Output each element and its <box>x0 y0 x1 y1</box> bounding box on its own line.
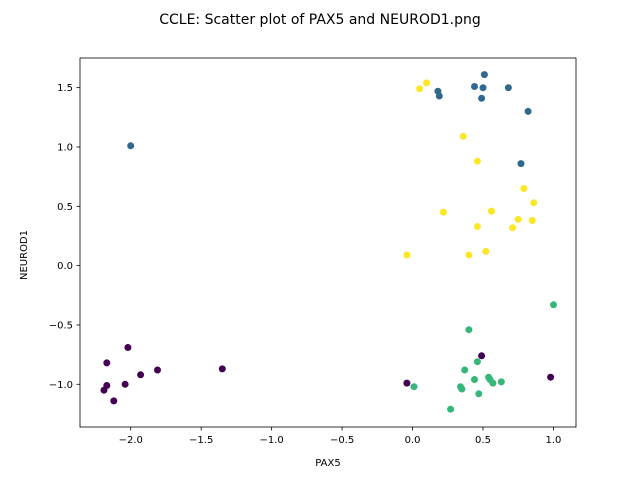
data-point <box>127 142 135 150</box>
y-axis: −1.0 −0.5 0.0 0.5 1.0 1.5 <box>49 83 80 391</box>
data-point <box>137 371 145 379</box>
data-point <box>403 251 411 259</box>
data-point <box>509 224 517 232</box>
x-axis: −2.0 −1.5 −1.0 −0.5 0.0 0.5 1.0 <box>119 427 562 446</box>
data-point <box>514 215 522 223</box>
x-tick-label: 0.0 <box>405 435 421 446</box>
data-point <box>479 84 487 92</box>
data-point <box>423 79 431 87</box>
data-point <box>471 83 478 90</box>
y-tick-label: 0.5 <box>57 202 73 213</box>
axes-frame <box>79 57 577 428</box>
data-point <box>154 366 161 374</box>
data-point <box>410 383 418 391</box>
data-point <box>473 358 481 366</box>
data-point <box>465 326 473 334</box>
data-point <box>489 379 497 387</box>
x-axis-label: PAX5 <box>315 458 340 469</box>
data-point <box>459 132 467 140</box>
data-point <box>100 386 108 394</box>
x-tick-label: −1.0 <box>259 435 283 446</box>
data-point <box>121 380 129 388</box>
data-point <box>497 378 505 386</box>
data-point <box>482 247 490 255</box>
x-tick-label: −1.5 <box>189 435 213 446</box>
x-tick-label: −2.0 <box>119 435 143 446</box>
data-point <box>478 352 486 360</box>
data-point <box>478 94 486 102</box>
data-point <box>524 107 532 115</box>
y-axis-label: NEUROD1 <box>19 230 30 280</box>
data-point <box>447 405 455 413</box>
data-point <box>517 160 525 168</box>
y-tick-label: 1.5 <box>57 83 73 94</box>
data-point <box>103 359 111 367</box>
plot-area <box>100 71 557 413</box>
data-point <box>520 185 528 192</box>
x-tick-label: 0.5 <box>475 435 491 446</box>
data-point <box>458 385 466 393</box>
data-point <box>465 251 473 259</box>
data-point <box>218 365 226 373</box>
data-point <box>124 344 132 351</box>
data-point <box>530 199 538 207</box>
y-tick-label: 1.0 <box>57 142 73 153</box>
y-tick-label: −0.5 <box>49 320 73 331</box>
data-point <box>461 366 469 374</box>
y-tick-label: −1.0 <box>49 380 73 391</box>
data-point <box>547 373 555 381</box>
data-point <box>550 301 557 309</box>
data-point <box>471 376 478 383</box>
x-tick-label: 1.0 <box>546 435 562 446</box>
data-point <box>416 85 424 93</box>
data-point <box>440 208 447 216</box>
x-tick-label: −0.5 <box>330 435 354 446</box>
data-point <box>403 379 411 387</box>
data-point <box>473 157 481 165</box>
data-point <box>435 92 443 100</box>
data-point <box>110 397 118 405</box>
chart-title: CCLE: Scatter plot of PAX5 and NEUROD1.p… <box>159 12 481 28</box>
data-point <box>475 390 483 398</box>
data-point <box>473 223 481 230</box>
data-point <box>528 217 536 224</box>
data-point <box>488 207 495 215</box>
data-point <box>504 84 512 92</box>
y-tick-label: 0.0 <box>57 261 73 272</box>
data-point <box>480 71 488 79</box>
